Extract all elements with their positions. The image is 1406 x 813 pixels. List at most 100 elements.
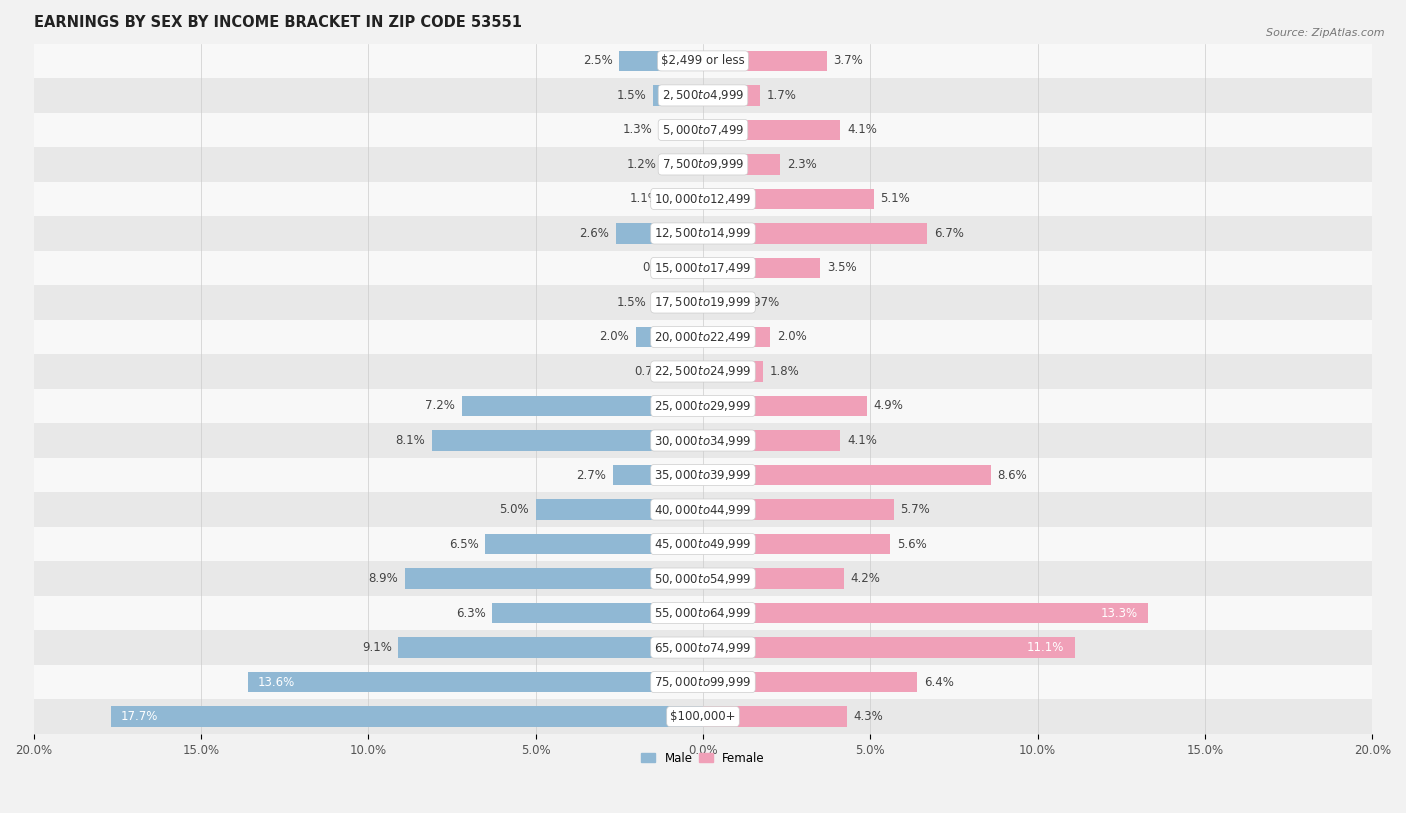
Bar [703, 465, 991, 485]
Bar [34, 216, 1372, 250]
Text: 8.9%: 8.9% [368, 572, 398, 585]
Text: 6.3%: 6.3% [456, 606, 485, 620]
Text: $5,000 to $7,499: $5,000 to $7,499 [662, 123, 744, 137]
Bar [405, 568, 703, 589]
Text: 1.5%: 1.5% [616, 89, 647, 102]
Text: $75,000 to $99,999: $75,000 to $99,999 [654, 675, 752, 689]
Bar [703, 223, 928, 244]
Text: 0.73%: 0.73% [634, 365, 672, 378]
Text: $7,500 to $9,999: $7,500 to $9,999 [662, 158, 744, 172]
Text: 13.6%: 13.6% [257, 676, 295, 689]
Bar [703, 602, 1149, 624]
Bar [619, 50, 703, 72]
Bar [492, 602, 703, 624]
Text: $30,000 to $34,999: $30,000 to $34,999 [654, 433, 752, 447]
Text: 2.7%: 2.7% [576, 468, 606, 481]
Text: 1.7%: 1.7% [766, 89, 796, 102]
Text: $22,500 to $24,999: $22,500 to $24,999 [654, 364, 752, 379]
Text: 13.3%: 13.3% [1101, 606, 1137, 620]
Text: 4.1%: 4.1% [846, 124, 877, 137]
Text: Source: ZipAtlas.com: Source: ZipAtlas.com [1267, 28, 1385, 38]
Text: 11.1%: 11.1% [1028, 641, 1064, 654]
Text: 2.5%: 2.5% [583, 54, 613, 67]
Bar [34, 181, 1372, 216]
Text: 8.6%: 8.6% [997, 468, 1028, 481]
Text: $100,000+: $100,000+ [671, 710, 735, 723]
Text: $40,000 to $44,999: $40,000 to $44,999 [654, 502, 752, 516]
Text: 5.6%: 5.6% [897, 537, 927, 550]
Text: 1.3%: 1.3% [623, 124, 652, 137]
Bar [34, 147, 1372, 181]
Bar [34, 354, 1372, 389]
Text: 2.0%: 2.0% [776, 330, 807, 343]
Bar [247, 672, 703, 693]
Bar [703, 430, 841, 451]
Bar [34, 78, 1372, 113]
Bar [34, 250, 1372, 285]
Bar [666, 189, 703, 209]
Text: 6.4%: 6.4% [924, 676, 953, 689]
Bar [636, 327, 703, 347]
Bar [34, 630, 1372, 665]
Text: $55,000 to $64,999: $55,000 to $64,999 [654, 606, 752, 620]
Bar [34, 596, 1372, 630]
Text: $35,000 to $39,999: $35,000 to $39,999 [654, 468, 752, 482]
Bar [34, 389, 1372, 424]
Text: 1.2%: 1.2% [626, 158, 657, 171]
Text: 5.1%: 5.1% [880, 193, 910, 206]
Bar [34, 699, 1372, 734]
Text: 5.0%: 5.0% [499, 503, 529, 516]
Bar [111, 706, 703, 727]
Text: $45,000 to $49,999: $45,000 to $49,999 [654, 537, 752, 551]
Bar [652, 292, 703, 313]
Text: 2.6%: 2.6% [579, 227, 609, 240]
Bar [432, 430, 703, 451]
Bar [703, 568, 844, 589]
Text: $2,499 or less: $2,499 or less [661, 54, 745, 67]
Bar [34, 665, 1372, 699]
Bar [652, 85, 703, 106]
Bar [34, 527, 1372, 561]
Bar [34, 492, 1372, 527]
Bar [34, 44, 1372, 78]
Bar [485, 533, 703, 554]
Text: 9.1%: 9.1% [361, 641, 392, 654]
Legend: Male, Female: Male, Female [637, 747, 769, 769]
Text: $25,000 to $29,999: $25,000 to $29,999 [654, 399, 752, 413]
Text: 6.5%: 6.5% [449, 537, 478, 550]
Text: 4.2%: 4.2% [851, 572, 880, 585]
Bar [703, 396, 868, 416]
Bar [34, 113, 1372, 147]
Text: 1.8%: 1.8% [770, 365, 800, 378]
Bar [703, 189, 873, 209]
Bar [703, 499, 894, 520]
Bar [703, 672, 917, 693]
Bar [613, 465, 703, 485]
Bar [703, 120, 841, 141]
Text: 17.7%: 17.7% [121, 710, 157, 723]
Text: 2.3%: 2.3% [787, 158, 817, 171]
Text: 7.2%: 7.2% [426, 399, 456, 412]
Bar [686, 258, 703, 278]
Text: 0.52%: 0.52% [641, 262, 679, 275]
Text: 0.97%: 0.97% [742, 296, 779, 309]
Text: 3.7%: 3.7% [834, 54, 863, 67]
Bar [703, 258, 820, 278]
Bar [703, 292, 735, 313]
Text: $12,500 to $14,999: $12,500 to $14,999 [654, 227, 752, 241]
Text: 2.0%: 2.0% [599, 330, 630, 343]
Bar [662, 154, 703, 175]
Bar [703, 533, 890, 554]
Bar [703, 85, 759, 106]
Bar [703, 154, 780, 175]
Text: $10,000 to $12,499: $10,000 to $12,499 [654, 192, 752, 206]
Bar [463, 396, 703, 416]
Text: $17,500 to $19,999: $17,500 to $19,999 [654, 295, 752, 310]
Bar [34, 285, 1372, 320]
Text: 6.7%: 6.7% [934, 227, 965, 240]
Text: $20,000 to $22,499: $20,000 to $22,499 [654, 330, 752, 344]
Bar [616, 223, 703, 244]
Text: 1.1%: 1.1% [630, 193, 659, 206]
Text: $50,000 to $54,999: $50,000 to $54,999 [654, 572, 752, 585]
Text: $15,000 to $17,499: $15,000 to $17,499 [654, 261, 752, 275]
